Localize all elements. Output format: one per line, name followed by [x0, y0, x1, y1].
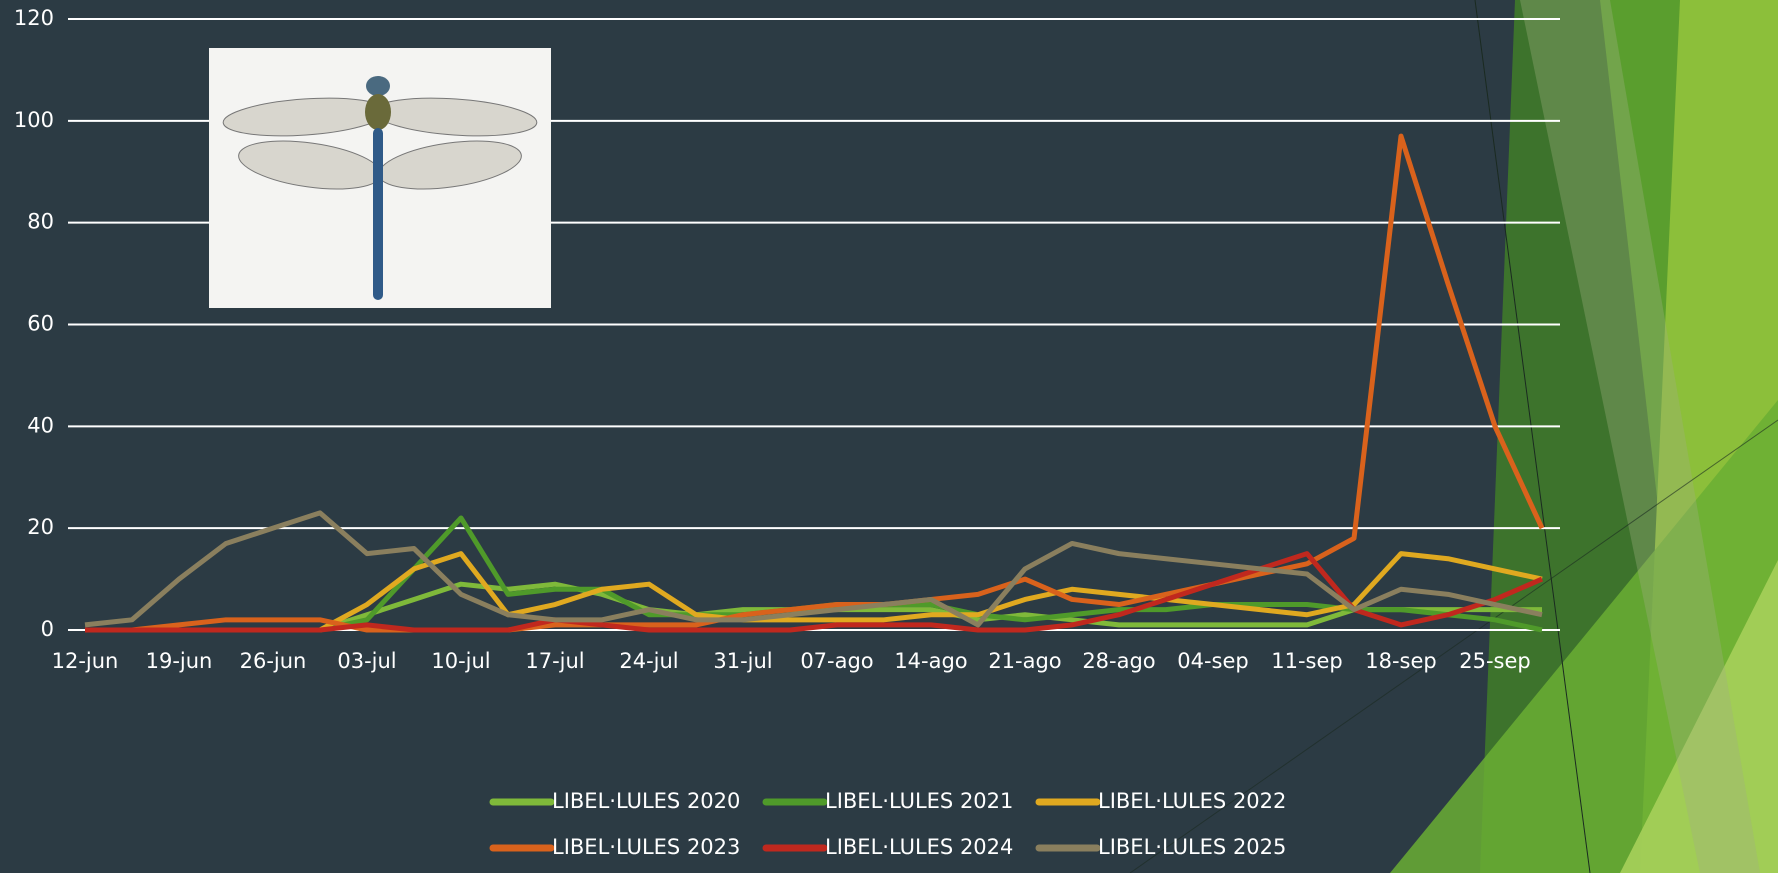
x-tick-label: 07-ago [800, 649, 873, 673]
legend-label: LIBEL·LULES 2024 [825, 835, 1013, 859]
x-tick-label: 28-ago [1082, 649, 1155, 673]
x-tick-label: 21-ago [988, 649, 1061, 673]
series-line [85, 133, 1545, 633]
x-tick-label: 12-jun [52, 649, 119, 673]
y-tick-label: 0 [41, 617, 54, 641]
x-tick-label: 24-jul [619, 649, 678, 673]
x-tick-label: 14-ago [894, 649, 967, 673]
legend-label: LIBEL·LULES 2020 [552, 789, 740, 813]
decoration [1129, 0, 1778, 873]
y-tick-label: 100 [14, 108, 54, 132]
x-tick-label: 31-jul [713, 649, 772, 673]
dragonfly-image [209, 48, 551, 308]
series-line [85, 551, 1543, 633]
x-tick-label: 17-jul [525, 649, 584, 673]
legend-label: LIBEL·LULES 2025 [1098, 835, 1286, 859]
y-tick-label: 80 [27, 210, 54, 234]
x-tick-label: 10-jul [431, 649, 490, 673]
y-tick-label: 60 [27, 312, 54, 336]
y-tick-label: 120 [14, 6, 54, 30]
series-line [85, 551, 1543, 633]
x-tick-label: 18-sep [1365, 649, 1437, 673]
series-line [84, 510, 1543, 628]
legend-label: LIBEL·LULES 2021 [825, 789, 1013, 813]
x-tick-label: 26-jun [240, 649, 307, 673]
y-tick-label: 40 [27, 413, 54, 437]
x-tick-label: 19-jun [146, 649, 213, 673]
x-tick-label: 11-sep [1271, 649, 1343, 673]
legend-label: LIBEL·LULES 2022 [1098, 789, 1286, 813]
x-tick-label: 25-sep [1459, 649, 1531, 673]
y-tick-label: 20 [27, 515, 54, 539]
plot-area: 0 20 40 60 80 100 120 12-jun 19-jun 26-jun 03-jul 1… [14, 6, 1560, 859]
x-tick-label: 03-jul [337, 649, 396, 673]
legend-label: LIBEL·LULES 2023 [552, 835, 740, 859]
x-tick-label: 04-sep [1177, 649, 1249, 673]
